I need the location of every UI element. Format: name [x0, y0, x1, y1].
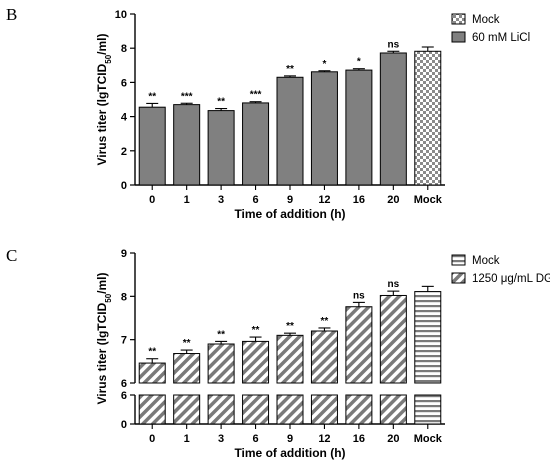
b-x-tick-label: Mock [414, 194, 443, 206]
b-x-tick-label: 1 [184, 194, 190, 206]
c-significance-label: ** [252, 325, 260, 336]
c-lower-y-tick-label: 6 [121, 390, 127, 402]
c-bar-lower [345, 394, 373, 425]
c-y-axis-title-end: /ml) [95, 272, 109, 293]
c-bar-upper [276, 334, 304, 384]
b-x-tick-label: 6 [252, 194, 258, 206]
b-y-tick-label: 4 [121, 112, 128, 124]
b-legend-swatch [451, 31, 466, 43]
b-x-tick-label: 0 [149, 194, 155, 206]
c-bar-upper [414, 291, 442, 384]
c-significance-label: ** [217, 329, 225, 340]
c-bar-upper [207, 343, 235, 384]
b-legend-label: 60 mM LiCl [472, 32, 530, 44]
b-x-tick-label: 16 [353, 194, 365, 206]
c-y-tick-label: 7 [121, 335, 127, 347]
c-bar-upper [379, 294, 407, 384]
b-bar [379, 52, 407, 186]
b-bar [173, 104, 201, 186]
c-x-tick-label: 9 [287, 433, 293, 445]
b-y-tick-label: 0 [121, 180, 127, 192]
b-significance-label: ns [387, 39, 399, 50]
c-bar-upper [345, 306, 373, 384]
c-x-axis-title: Time of addition (h) [234, 446, 345, 460]
b-significance-label: ** [217, 97, 225, 108]
c-bar-upper [138, 362, 166, 384]
b-significance-label: * [357, 57, 361, 68]
b-x-axis-title: Time of addition (h) [234, 207, 345, 221]
b-y-tick-label: 8 [121, 43, 127, 55]
c-y-tick-label: 9 [121, 248, 127, 260]
c-significance-label: ** [183, 338, 191, 349]
b-bar [345, 69, 373, 186]
c-y-axis-title-sub: 50 [104, 293, 113, 302]
c-x-tick-label: 16 [353, 433, 365, 445]
c-y-axis-title-main: Virus titer (lgTCID [95, 302, 109, 404]
c-significance-label: ** [321, 316, 329, 327]
b-x-tick-label: 12 [318, 194, 330, 206]
b-y-tick-label: 2 [121, 146, 127, 158]
b-legend-label: Mock [472, 14, 500, 26]
b-bar [207, 110, 235, 186]
c-x-tick-label: 6 [252, 433, 258, 445]
b-significance-label: ** [286, 64, 294, 75]
c-bar-upper [310, 330, 338, 384]
c-significance-label: ** [286, 321, 294, 332]
b-significance-label: *** [250, 90, 262, 101]
c-x-tick-label: 3 [218, 433, 224, 445]
b-x-tick-label: 3 [218, 194, 224, 206]
c-legend-label: 1250 μg/mL DG [472, 273, 550, 285]
c-bar-lower [173, 394, 201, 425]
c-x-tick-label: 0 [149, 433, 155, 445]
c-lower-y-tick-label: 0 [121, 419, 127, 431]
c-x-tick-label: 1 [184, 433, 190, 445]
b-significance-label: ** [148, 91, 156, 102]
c-bar-upper [173, 353, 201, 384]
c-significance-label: ns [353, 290, 365, 301]
c-x-tick-label: 20 [387, 433, 399, 445]
c-legend-swatch [451, 272, 466, 284]
b-bar [242, 102, 270, 186]
b-y-axis-title-main: Virus titer (lgTCID [95, 63, 109, 165]
b-legend-swatch [451, 13, 466, 25]
c-x-tick-label: Mock [414, 433, 443, 445]
b-bar [310, 71, 338, 186]
b-x-tick-label: 20 [387, 194, 399, 206]
b-bar [138, 106, 166, 186]
b-x-tick-label: 9 [287, 194, 293, 206]
c-bar-lower [276, 394, 304, 425]
c-bar-lower [138, 394, 166, 425]
c-y-axis-title: Virus titer (lgTCID50/ml) [95, 272, 113, 404]
c-y-tick-label: 6 [121, 378, 127, 390]
c-bar-upper [242, 340, 270, 384]
c-legend-swatch [451, 254, 466, 266]
c-bar-lower [310, 394, 338, 425]
c-bar-lower [207, 394, 235, 425]
c-significance-label: ** [148, 347, 156, 358]
c-bar-lower [242, 394, 270, 425]
b-significance-label: * [322, 59, 326, 70]
b-y-axis-title-end: /ml) [95, 33, 109, 54]
panel-letter-c: C [6, 246, 18, 265]
c-bar-lower [414, 394, 442, 425]
c-y-tick-label: 8 [121, 291, 127, 303]
b-bar [414, 50, 442, 186]
panel-letter-b: B [6, 5, 18, 24]
c-bar-lower [379, 394, 407, 425]
c-x-tick-label: 12 [318, 433, 330, 445]
c-legend-label: Mock [472, 255, 500, 267]
b-y-axis-title: Virus titer (lgTCID50/ml) [95, 33, 113, 165]
b-significance-label: *** [181, 91, 193, 102]
b-y-tick-label: 10 [115, 9, 127, 21]
b-y-axis-title-sub: 50 [104, 54, 113, 63]
b-bar [276, 76, 304, 186]
c-significance-label: ns [387, 279, 399, 290]
b-y-tick-label: 6 [121, 77, 127, 89]
